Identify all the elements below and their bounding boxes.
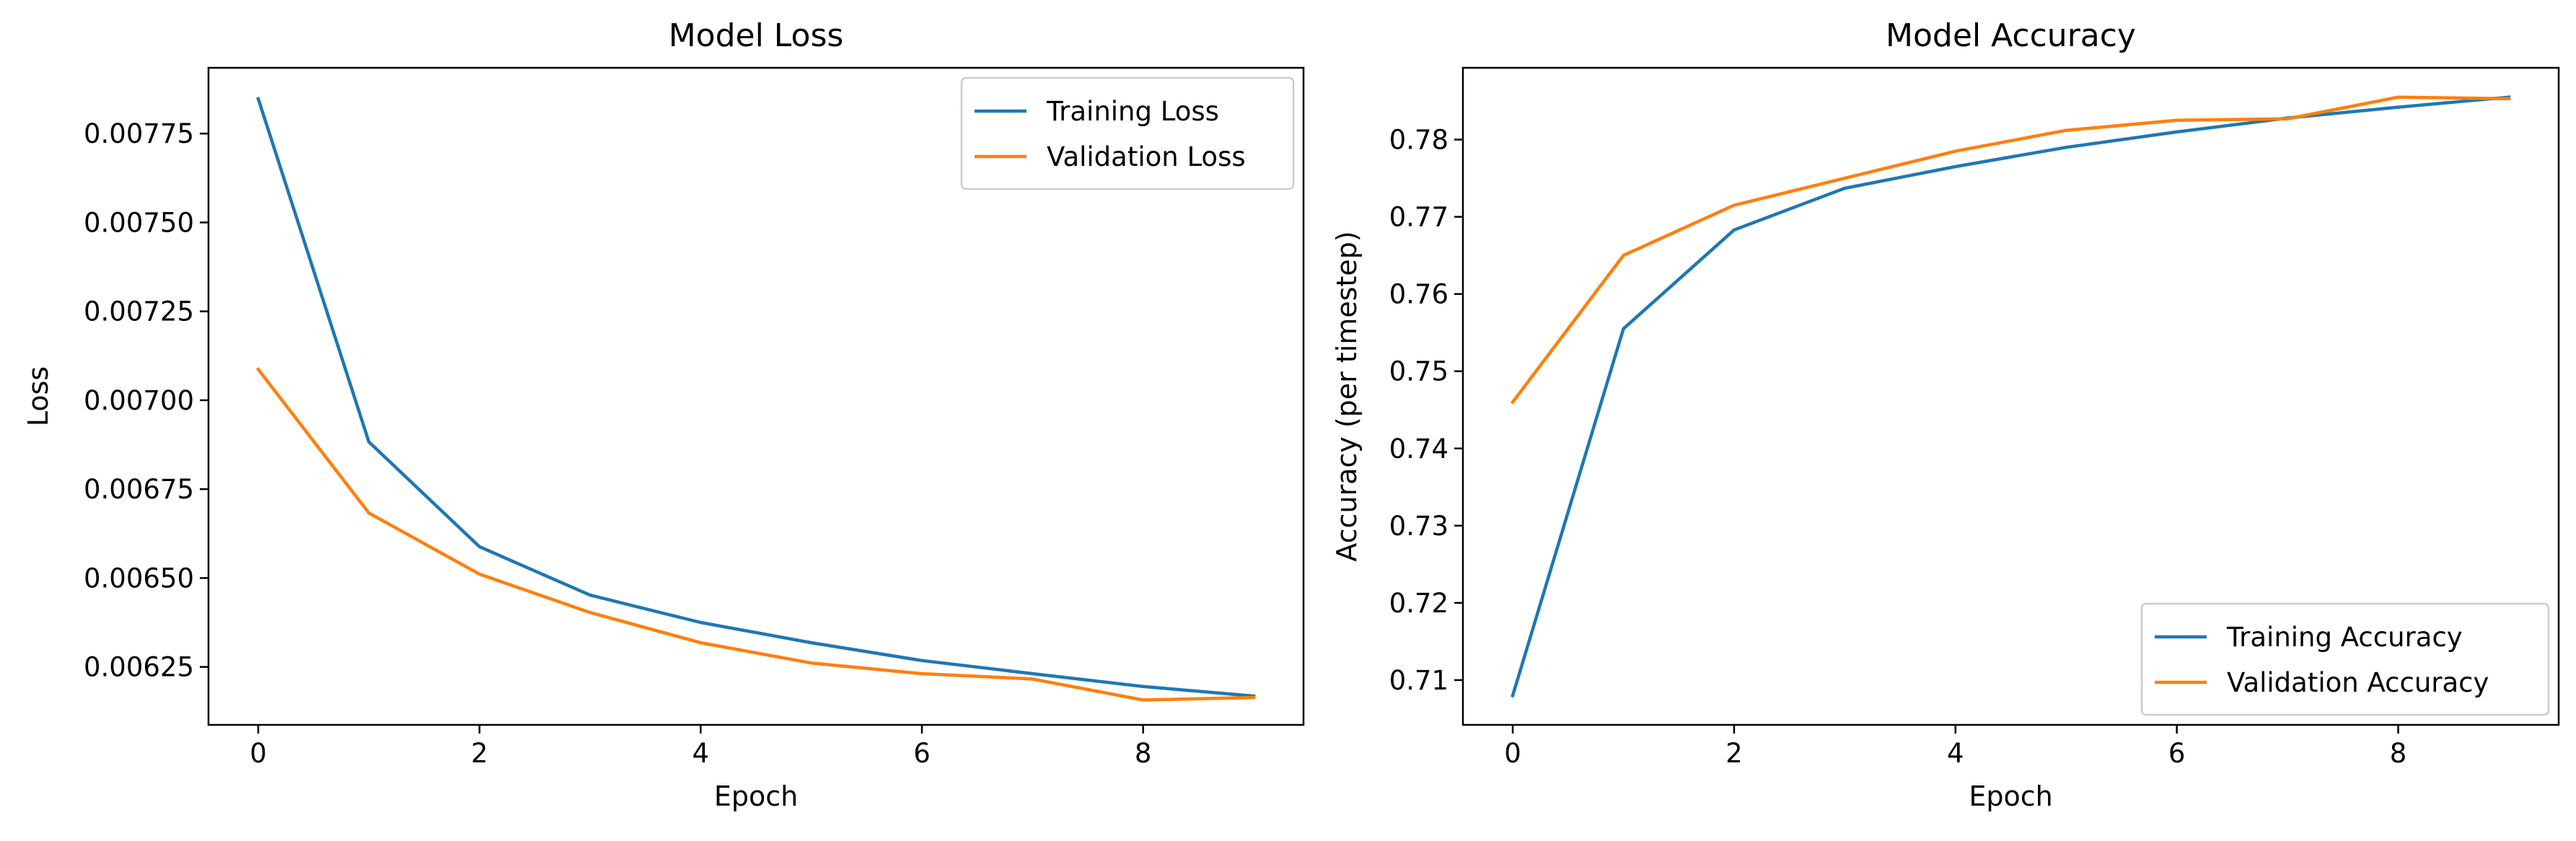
series-line-0: [256, 97, 1256, 698]
y-tick-label: 0.74: [1389, 433, 1449, 464]
y-tick-label: 0.78: [1389, 125, 1449, 156]
legend-box: [960, 76, 1295, 190]
y-tick-label: 0.73: [1389, 511, 1449, 542]
x-tick-label: 2: [1726, 738, 1743, 769]
y-tick-label: 0.00625: [84, 652, 194, 683]
legend-label-1: Validation Loss: [1047, 141, 1246, 172]
plot-frame: [1461, 66, 2560, 726]
legend: Training Loss Validation Loss: [960, 76, 1295, 190]
y-tick-label: 0.76: [1389, 279, 1449, 310]
accuracy-panel: 0 2 4 6 8 0.71 0.72 0.73 0.74 0.75 0.76 0.77 0.78 Mod…: [1331, 17, 2560, 812]
legend-label-1: Validation Accuracy: [2227, 667, 2489, 698]
y-axis-label: Loss: [22, 366, 54, 426]
y-axis-label: Accuracy (per timestep): [1331, 231, 1363, 561]
y-tick-label: 0.00750: [84, 207, 194, 238]
x-tick-label: 0: [250, 738, 267, 769]
y-tick-label: 0.00650: [84, 563, 194, 594]
y-tick-label: 0.75: [1389, 356, 1449, 387]
series-line-1: [1510, 95, 2511, 405]
x-tick-label: 2: [471, 738, 488, 769]
x-tick-label: 4: [1947, 738, 1964, 769]
y-tick-label: 0.00775: [84, 118, 194, 149]
x-tick-label: 6: [2168, 738, 2186, 769]
y-tick-label: 0.00700: [84, 385, 194, 416]
x-tick-label: 4: [693, 738, 710, 769]
loss-panel: 0 2 4 6 8 0.00625 0.00650 0.00675 0.00700 0.00725…: [22, 17, 1305, 812]
y-tick-label: 0.77: [1389, 202, 1449, 233]
y-tick-label: 0.00725: [84, 296, 194, 327]
legend-label-0: Training Loss: [1046, 96, 1219, 127]
series-line-0: [1511, 95, 2511, 698]
x-tick-label: 0: [1504, 738, 1521, 769]
y-tick-label: 0.71: [1389, 665, 1449, 696]
y-tick-label: 0.72: [1389, 588, 1449, 619]
plot-frame: [207, 66, 1305, 726]
x-axis-label: Epoch: [1969, 780, 2052, 812]
chart-title: Model Loss: [669, 17, 844, 54]
x-tick-label: 8: [1135, 738, 1152, 769]
legend-label-0: Training Accuracy: [2226, 622, 2463, 653]
y-tick-label: 0.00675: [84, 474, 194, 505]
x-tick-label: 8: [2390, 738, 2407, 769]
x-axis-label: Epoch: [714, 780, 798, 812]
chart-title: Model Accuracy: [1886, 17, 2136, 54]
x-tick-label: 6: [913, 738, 931, 769]
legend-box: [2140, 602, 2550, 716]
legend: Training Accuracy Validation Accuracy: [2140, 602, 2550, 716]
series-line-1: [255, 366, 1256, 702]
